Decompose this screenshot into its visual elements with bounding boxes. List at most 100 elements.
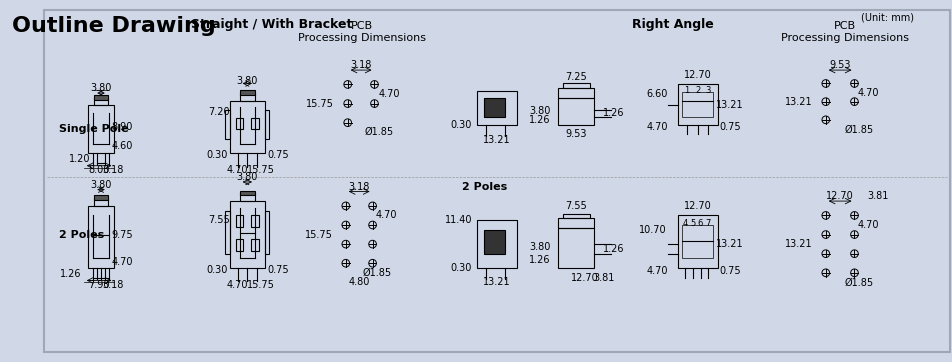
Text: 0.75: 0.75 [268,150,288,160]
Text: 12.70: 12.70 [684,201,711,211]
Bar [251,215,259,227]
Bar [226,110,230,139]
Text: 9.53: 9.53 [565,129,587,139]
Text: 0.30: 0.30 [450,263,472,273]
Text: 9.53: 9.53 [829,60,851,70]
Text: 3.80: 3.80 [90,83,111,93]
Text: Ø1.85: Ø1.85 [365,127,394,137]
Bar [251,118,259,129]
Bar [563,84,589,88]
Text: 2 Poles: 2 Poles [463,182,507,192]
Text: PCB
Processing Dimensions: PCB Processing Dimensions [781,21,909,43]
Text: 15.75: 15.75 [306,98,333,109]
Text: 13.21: 13.21 [716,239,744,249]
Text: 6: 6 [698,219,704,228]
Bar [558,228,594,268]
Text: 13.21: 13.21 [784,97,812,107]
Text: 3.18: 3.18 [348,182,370,192]
Text: 4.70: 4.70 [646,122,668,132]
Bar [240,190,255,195]
Text: 4.70: 4.70 [857,88,879,97]
Text: 7.25: 7.25 [565,72,587,82]
Text: 1.26: 1.26 [529,255,550,265]
Bar [558,88,594,98]
Text: 13.21: 13.21 [716,100,744,110]
Text: 4.70: 4.70 [378,89,400,99]
Text: 10.70: 10.70 [639,225,666,235]
Bar [240,90,255,95]
Text: 13.21: 13.21 [483,277,510,287]
Bar [230,101,265,153]
Bar [94,195,108,200]
Text: 1.26: 1.26 [603,244,625,254]
Text: 4.70: 4.70 [227,165,248,176]
Text: 7.90: 7.90 [89,280,109,290]
Bar [236,239,244,251]
Text: 3.18: 3.18 [102,165,123,176]
Text: 11.40: 11.40 [445,215,472,225]
Bar [485,230,506,254]
Text: 7.55: 7.55 [208,215,229,225]
Text: 7.55: 7.55 [565,201,587,211]
Text: 5: 5 [690,219,696,228]
Text: 2: 2 [695,86,701,95]
Text: 3.80: 3.80 [529,242,550,252]
Bar [265,211,269,254]
Text: 3.80: 3.80 [529,106,550,116]
Text: 3: 3 [705,86,711,95]
Text: 4.80: 4.80 [348,277,370,287]
Text: PCB
Processing Dimensions: PCB Processing Dimensions [298,21,426,43]
Text: Single Pole: Single Pole [59,125,129,134]
Text: Ø1.85: Ø1.85 [363,268,392,278]
Text: 13.21: 13.21 [784,239,812,249]
Text: Ø1.85: Ø1.85 [844,277,874,287]
Text: 6.60: 6.60 [646,89,668,99]
Text: 4: 4 [683,219,688,228]
Text: 8.00: 8.00 [89,165,109,176]
Bar [226,211,230,254]
Bar [678,84,718,125]
Bar [683,92,713,117]
Text: 0.75: 0.75 [720,122,741,132]
Text: 13.21: 13.21 [483,135,510,145]
Bar [94,198,108,206]
Text: 15.75: 15.75 [247,280,274,290]
Text: 12.70: 12.70 [826,191,854,201]
Bar [230,201,265,268]
Text: 15.75: 15.75 [305,230,332,240]
Text: 7.20: 7.20 [208,107,229,117]
Text: 1.26: 1.26 [60,269,82,279]
Bar [88,206,114,268]
Bar [236,215,244,227]
Text: 1: 1 [684,86,690,95]
Text: 0.75: 0.75 [720,266,741,276]
Bar [477,91,517,125]
Text: 0.30: 0.30 [450,119,472,130]
Text: 2 Poles: 2 Poles [59,230,104,240]
Text: 3.80: 3.80 [90,180,111,190]
Text: Outline Drawing: Outline Drawing [11,16,215,36]
Bar [265,110,269,139]
Text: 12.70: 12.70 [684,70,711,80]
Bar [558,218,594,228]
Bar [563,214,589,218]
Bar [558,98,594,125]
Text: 0.30: 0.30 [206,150,228,160]
Text: 0.30: 0.30 [206,265,228,275]
Text: 1.20: 1.20 [69,154,90,164]
Bar [240,93,255,101]
Bar [94,95,108,100]
Text: 4.70: 4.70 [375,210,397,220]
Bar [678,215,718,268]
Text: 3.18: 3.18 [102,280,123,290]
Text: 4.70: 4.70 [646,266,668,276]
Text: 0.75: 0.75 [268,265,288,275]
Text: Right Angle: Right Angle [632,18,714,31]
Bar [88,105,114,153]
Text: 3.81: 3.81 [867,191,889,201]
Text: 4.70: 4.70 [857,220,879,230]
Text: 8.90: 8.90 [111,122,132,132]
Bar [477,220,517,268]
Bar [240,193,255,201]
Bar [683,225,713,258]
